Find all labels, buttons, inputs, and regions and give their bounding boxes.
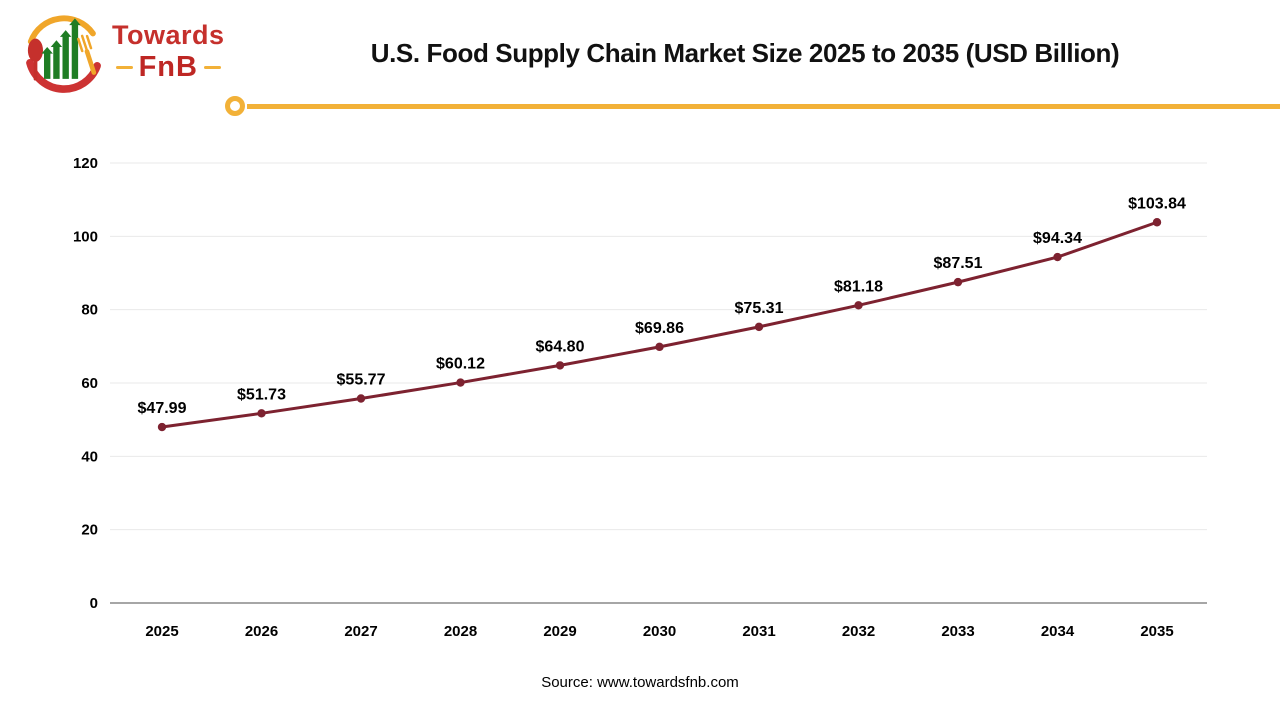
logo-arc-yellow	[27, 15, 96, 45]
data-point-label: $81.18	[834, 278, 883, 295]
data-point-label: $55.77	[337, 372, 386, 389]
source-text: Source: www.towardsfnb.com	[541, 674, 739, 691]
data-point-label: $60.12	[436, 356, 485, 373]
data-point-marker	[257, 409, 266, 418]
data-point-label: $64.80	[536, 338, 585, 355]
towardsfnb-logo: Towards FnB	[22, 10, 225, 94]
y-axis-tick-label: 100	[73, 228, 98, 245]
x-axis-tick-label: 2032	[842, 623, 875, 640]
logo-brand-bottom-row: FnB	[115, 51, 221, 83]
x-axis-tick-label: 2027	[344, 623, 377, 640]
data-point-marker	[456, 378, 465, 387]
chart-title: U.S. Food Supply Chain Market Size 2025 …	[370, 38, 1120, 68]
y-axis-tick-label: 80	[81, 302, 98, 319]
spoon-icon	[27, 38, 43, 81]
y-axis-tick-label: 120	[73, 155, 98, 172]
data-point-label: $51.73	[237, 386, 286, 403]
data-point-marker	[754, 322, 764, 332]
divider-line	[247, 103, 1280, 109]
market-size-line-chart: 0 20 40 60 80 100 120 2025 2026 2027 2028 2029 2030 2…	[0, 120, 1280, 665]
data-point-marker	[655, 342, 664, 352]
data-point-label: $94.34	[1033, 230, 1082, 247]
x-axis-tick-label: 2033	[941, 623, 974, 640]
x-axis-tick-label: 2030	[643, 623, 676, 640]
data-point-marker	[157, 422, 167, 432]
title-divider	[225, 96, 1280, 116]
y-axis-tick-label: 20	[81, 522, 98, 539]
data-point-label: $69.86	[635, 320, 684, 337]
data-point-marker	[555, 361, 565, 370]
data-point-marker	[854, 301, 863, 310]
logo-brand-bottom: FnB	[138, 51, 198, 83]
data-point-label: $75.31	[735, 300, 784, 317]
data-point-label: $87.51	[934, 255, 983, 272]
x-axis-tick-label: 2035	[1140, 623, 1173, 640]
data-point-marker	[953, 277, 963, 287]
y-axis-tick-label: 60	[81, 375, 98, 392]
x-axis-tick-label: 2034	[1041, 623, 1075, 640]
x-axis-tick-label: 2028	[444, 623, 477, 640]
x-axis-tick-label: 2029	[543, 623, 576, 640]
logo-dash-right	[203, 65, 221, 70]
data-point-marker	[1152, 218, 1162, 227]
data-point-marker	[356, 394, 366, 403]
logo-dash-left	[115, 65, 133, 70]
x-axis-tick-label: 2026	[245, 623, 278, 640]
x-axis-tick-label: 2025	[145, 623, 178, 640]
y-axis-tick-label: 0	[90, 595, 98, 612]
x-axis-tick-label: 2031	[742, 623, 775, 640]
data-point-label: $47.99	[138, 400, 187, 417]
logo-wordmark: Towards FnB	[112, 22, 225, 82]
y-axis-tick-label: 40	[81, 448, 98, 465]
fork-icon	[77, 34, 97, 75]
data-point-marker	[1053, 252, 1062, 262]
divider-ring-icon	[225, 96, 245, 116]
growth-bars-icon	[41, 18, 81, 79]
data-point-label: $103.84	[1128, 195, 1186, 212]
towardsfnb-logo-icon	[26, 15, 101, 93]
logo-brand-top: Towards	[112, 20, 225, 50]
line-chart-canvas: 0 20 40 60 80 100 120 2025 2026 2027 2028 2029 2030 2…	[73, 155, 1207, 640]
